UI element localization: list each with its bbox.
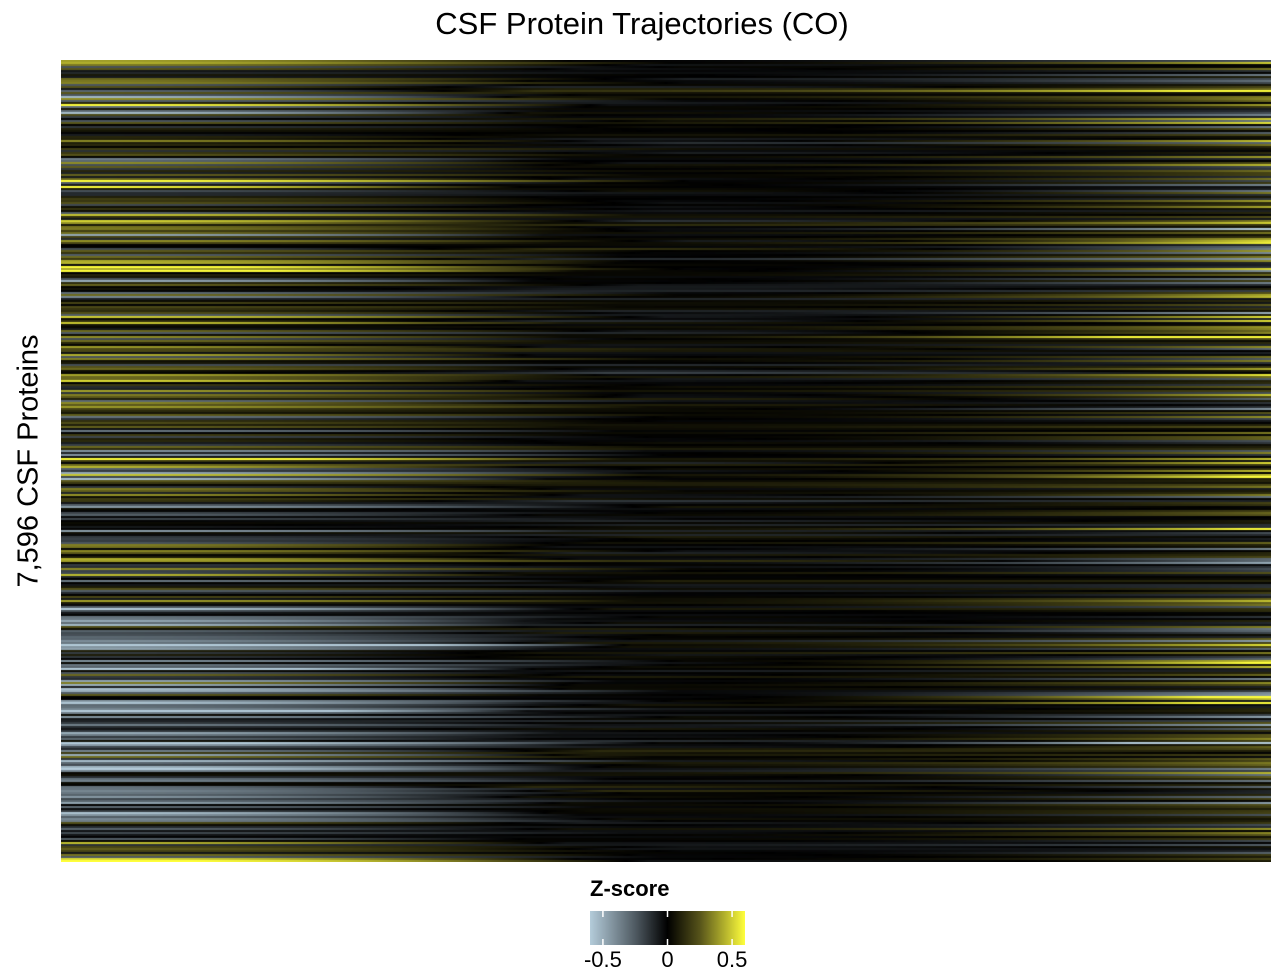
legend-title: Z-score xyxy=(590,876,670,901)
colorbar xyxy=(590,911,745,945)
colorbar-tick-label: 0.5 xyxy=(716,947,748,972)
chart-title: CSF Protein Trajectories (CO) xyxy=(435,6,849,41)
colorbar-tick-label: 0 xyxy=(661,947,674,972)
y-axis-label: 7,596 CSF Proteins xyxy=(12,334,45,588)
heatmap-plot xyxy=(61,60,1271,862)
colorbar-tick-label: -0.5 xyxy=(583,947,622,972)
